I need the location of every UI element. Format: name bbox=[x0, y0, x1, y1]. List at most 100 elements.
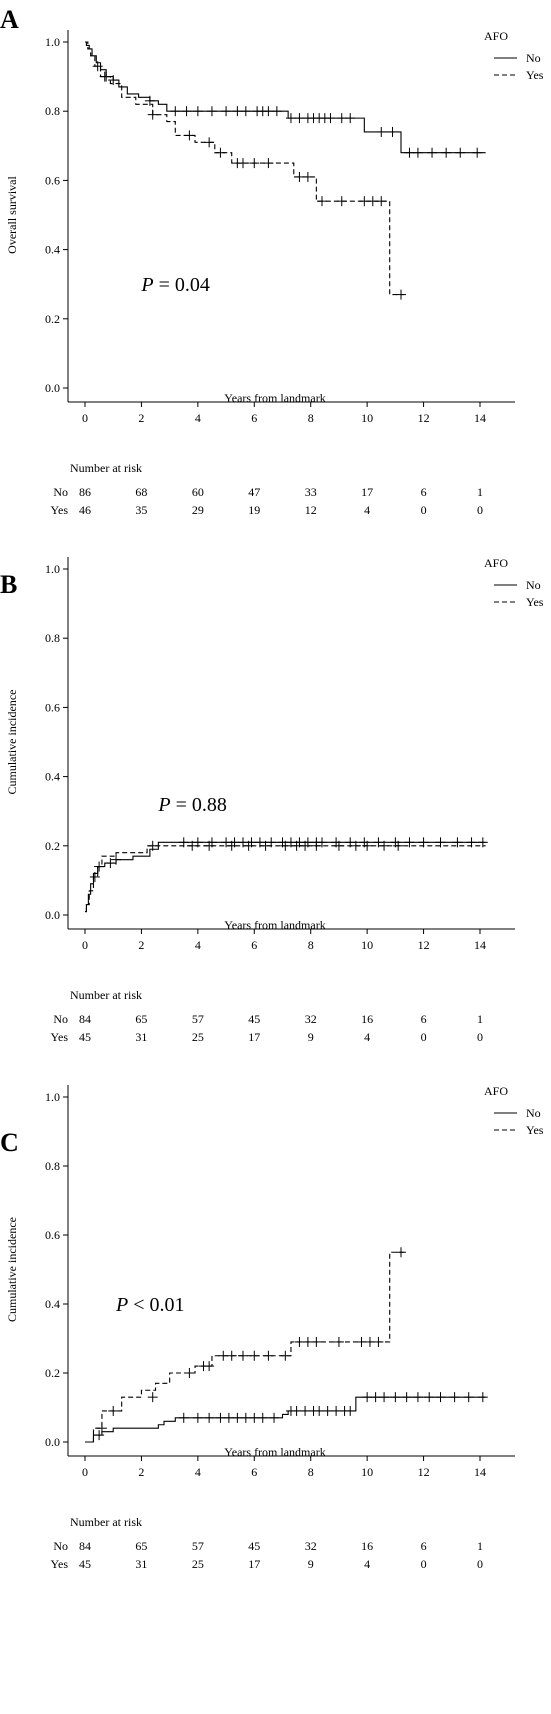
panel-c: C0.00.20.40.60.81.00 2 4 6 8 10 12 14Cumulative… bbox=[0, 1084, 544, 1571]
series-no-line bbox=[85, 41, 486, 154]
risk-count: 57 bbox=[192, 1539, 204, 1553]
risk-count: 1 bbox=[477, 1012, 483, 1026]
risk-count: 33 bbox=[305, 485, 317, 499]
risk-count: 68 bbox=[135, 485, 147, 499]
risk-count: 1 bbox=[477, 1539, 483, 1553]
y-tick-label: 0.4 bbox=[45, 243, 60, 257]
y-tick-label: 0.8 bbox=[45, 631, 60, 645]
y-tick-label: 1.0 bbox=[45, 35, 60, 49]
x-tick-label: 2 bbox=[138, 1465, 144, 1479]
risk-row-label-no: No bbox=[53, 1539, 68, 1553]
legend-title: AFO bbox=[484, 556, 508, 570]
x-tick-label: 6 bbox=[251, 411, 257, 425]
p-value-annotation: P < 0.01 bbox=[115, 1294, 184, 1316]
panel-letter: B bbox=[0, 570, 17, 599]
risk-count: 4 bbox=[364, 503, 370, 517]
risk-count: 46 bbox=[79, 503, 91, 517]
y-tick-label: 0.6 bbox=[45, 1228, 60, 1242]
risk-row-label-yes: Yes bbox=[51, 1557, 69, 1571]
risk-table-title: Number at risk bbox=[70, 1515, 142, 1529]
x-tick-label: 0 bbox=[82, 1465, 88, 1479]
series-no-line bbox=[85, 841, 486, 913]
y-tick-label: 1.0 bbox=[45, 1090, 60, 1104]
risk-count: 57 bbox=[192, 1012, 204, 1026]
x-tick-label: 8 bbox=[308, 1465, 314, 1479]
p-value-symbol: P bbox=[157, 794, 170, 816]
y-tick-label: 0.6 bbox=[45, 173, 60, 187]
risk-count: 9 bbox=[308, 1030, 314, 1044]
risk-count: 6 bbox=[421, 485, 427, 499]
risk-count: 16 bbox=[361, 1539, 373, 1553]
risk-count: 17 bbox=[248, 1030, 260, 1044]
legend-label-yes: Yes bbox=[526, 68, 544, 82]
risk-count: 65 bbox=[135, 1012, 147, 1026]
legend-title: AFO bbox=[484, 29, 508, 43]
x-axis-title: Years from landmark bbox=[224, 391, 325, 405]
y-tick-label: 0.8 bbox=[45, 1159, 60, 1173]
legend-label-no: No bbox=[526, 1106, 541, 1120]
risk-count: 17 bbox=[361, 485, 373, 499]
risk-row-label-yes: Yes bbox=[51, 1030, 69, 1044]
risk-table-title: Number at risk bbox=[70, 988, 142, 1002]
y-axis-title: Cumulative incidence bbox=[5, 690, 19, 795]
x-tick-label: 6 bbox=[251, 938, 257, 952]
p-value-text: = 0.04 bbox=[154, 274, 210, 296]
risk-count: 60 bbox=[192, 485, 204, 499]
x-tick-label: 12 bbox=[418, 1465, 430, 1479]
y-tick-label: 0.0 bbox=[45, 1435, 60, 1449]
y-tick-label: 0.8 bbox=[45, 104, 60, 118]
p-value-symbol: P bbox=[115, 1294, 128, 1316]
y-axis-title: Cumulative incidence bbox=[5, 1217, 19, 1322]
risk-count: 45 bbox=[248, 1012, 260, 1026]
x-tick-label: 4 bbox=[195, 938, 201, 952]
risk-count: 25 bbox=[192, 1557, 204, 1571]
x-tick-label: 12 bbox=[418, 938, 430, 952]
x-axis-title: Years from landmark bbox=[224, 918, 325, 932]
risk-count: 29 bbox=[192, 503, 204, 517]
x-tick-label: 12 bbox=[418, 411, 430, 425]
panel-letter: C bbox=[0, 1128, 19, 1157]
y-tick-label: 0.2 bbox=[45, 1366, 60, 1380]
legend-label-no: No bbox=[526, 578, 541, 592]
risk-count: 0 bbox=[421, 1030, 427, 1044]
p-value-text: < 0.01 bbox=[128, 1294, 184, 1316]
risk-count: 45 bbox=[79, 1557, 91, 1571]
risk-count: 12 bbox=[305, 503, 317, 517]
x-tick-label: 14 bbox=[474, 938, 486, 952]
risk-count: 0 bbox=[421, 503, 427, 517]
risk-count: 32 bbox=[305, 1539, 317, 1553]
risk-count: 0 bbox=[477, 1030, 483, 1044]
risk-count: 47 bbox=[248, 485, 260, 499]
risk-count: 1 bbox=[477, 485, 483, 499]
p-value-annotation: P = 0.88 bbox=[157, 794, 227, 816]
risk-count: 25 bbox=[192, 1030, 204, 1044]
risk-count: 9 bbox=[308, 1557, 314, 1571]
risk-count: 65 bbox=[135, 1539, 147, 1553]
x-tick-label: 14 bbox=[474, 1465, 486, 1479]
x-tick-label: 14 bbox=[474, 411, 486, 425]
p-value-annotation: P = 0.04 bbox=[140, 274, 210, 296]
x-tick-label: 10 bbox=[361, 411, 373, 425]
risk-count: 0 bbox=[477, 1557, 483, 1571]
series-yes-line bbox=[85, 845, 486, 913]
legend-label-yes: Yes bbox=[526, 1123, 544, 1137]
series-yes-line bbox=[85, 41, 404, 296]
x-tick-label: 10 bbox=[361, 1465, 373, 1479]
risk-count: 0 bbox=[421, 1557, 427, 1571]
series-yes-line bbox=[85, 1251, 404, 1443]
x-tick-label: 4 bbox=[195, 411, 201, 425]
x-tick-label: 6 bbox=[251, 1465, 257, 1479]
risk-row-label-yes: Yes bbox=[51, 503, 69, 517]
y-tick-label: 0.2 bbox=[45, 839, 60, 853]
legend-title: AFO bbox=[484, 1084, 508, 1098]
panel-letter: A bbox=[0, 5, 19, 34]
risk-table-title: Number at risk bbox=[70, 461, 142, 475]
legend-label-no: No bbox=[526, 51, 541, 65]
x-tick-label: 0 bbox=[82, 411, 88, 425]
y-tick-label: 0.0 bbox=[45, 381, 60, 395]
series-no-line bbox=[85, 1396, 486, 1443]
y-tick-label: 0.4 bbox=[45, 1297, 60, 1311]
risk-count: 31 bbox=[135, 1030, 147, 1044]
